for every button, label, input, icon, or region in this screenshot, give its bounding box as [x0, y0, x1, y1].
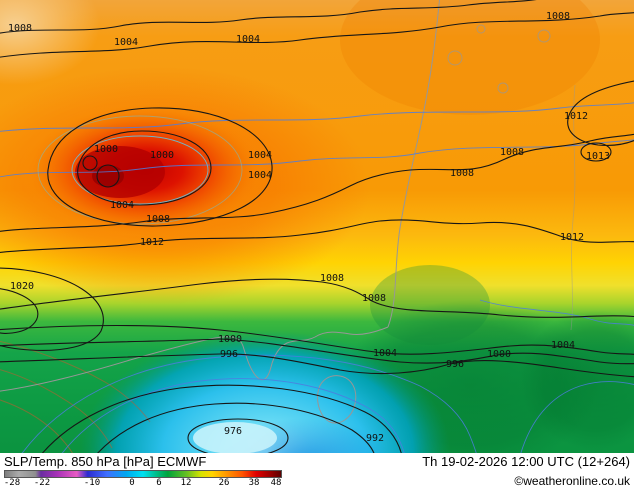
isobar-label: 1004 — [248, 150, 272, 161]
isobar-labels: 1008 1004 1004 1008 1000 1000 1004 1004 1004 1008… — [8, 11, 610, 444]
isobar-label: 1004 — [236, 34, 260, 45]
isobar-label: 1012 — [564, 111, 588, 122]
legend-tick: 12 — [180, 478, 192, 488]
legend-tick: -22 — [33, 478, 51, 488]
isobar-label: 992 — [366, 433, 384, 444]
legend-gradient-bar — [4, 470, 282, 478]
map-datetime: Th 19-02-2026 12:00 UTC (12+264) — [422, 454, 630, 469]
isobar-label: 996 — [446, 359, 464, 370]
isobar-label: 1004 — [551, 340, 575, 351]
isobar-label: 1000 — [150, 150, 174, 161]
legend-tick: 6 — [156, 478, 162, 488]
isobar-label: 1012 — [560, 232, 584, 243]
isobar-label: 1000 — [487, 349, 511, 360]
legend-ticks: -28 -22 -10 0 6 12 26 38 48 — [4, 478, 282, 489]
temperature-legend: -28 -22 -10 0 6 12 26 38 48 — [4, 470, 288, 490]
copyright: ©weatheronline.co.uk — [514, 474, 630, 488]
isobar-label: 1008 — [500, 147, 524, 158]
legend-tick: 48 — [270, 478, 282, 488]
isobar-label: 1000 — [94, 144, 118, 155]
isobar-label: 1012 — [140, 237, 164, 248]
legend-tick: -28 — [3, 478, 21, 488]
isobar-label: 1008 — [146, 214, 170, 225]
legend-tick: 26 — [218, 478, 230, 488]
isobar-label: 1004 — [248, 170, 272, 181]
legend-tick: -10 — [83, 478, 101, 488]
isobar-label: 1000 — [218, 334, 242, 345]
thermal-contours — [0, 340, 151, 457]
isobar-label: 1008 — [546, 11, 570, 22]
isobar-label: 1008 — [320, 273, 344, 284]
isobar-label: 1008 — [362, 293, 386, 304]
isobar-label: 1008 — [8, 23, 32, 34]
legend-tick: 0 — [129, 478, 135, 488]
temperature-contours — [0, 102, 634, 457]
isobars — [0, 0, 634, 458]
isobar-label: 1008 — [450, 168, 474, 179]
isobar-label: 1004 — [110, 200, 134, 211]
tasmania-coast — [317, 375, 357, 424]
isobar-label: 1004 — [373, 348, 397, 359]
isobar-label: 1013 — [586, 151, 610, 162]
isobar-label: 1020 — [10, 281, 34, 292]
isobar-label: 996 — [220, 349, 238, 360]
isobar-label: 976 — [224, 426, 242, 437]
legend-tick: 38 — [248, 478, 260, 488]
footer: SLP/Temp. 850 hPa [hPa] ECMWF Th 19-02-2… — [0, 453, 634, 490]
isobar-label: 1004 — [114, 37, 138, 48]
map-title: SLP/Temp. 850 hPa [hPa] ECMWF — [4, 454, 207, 469]
